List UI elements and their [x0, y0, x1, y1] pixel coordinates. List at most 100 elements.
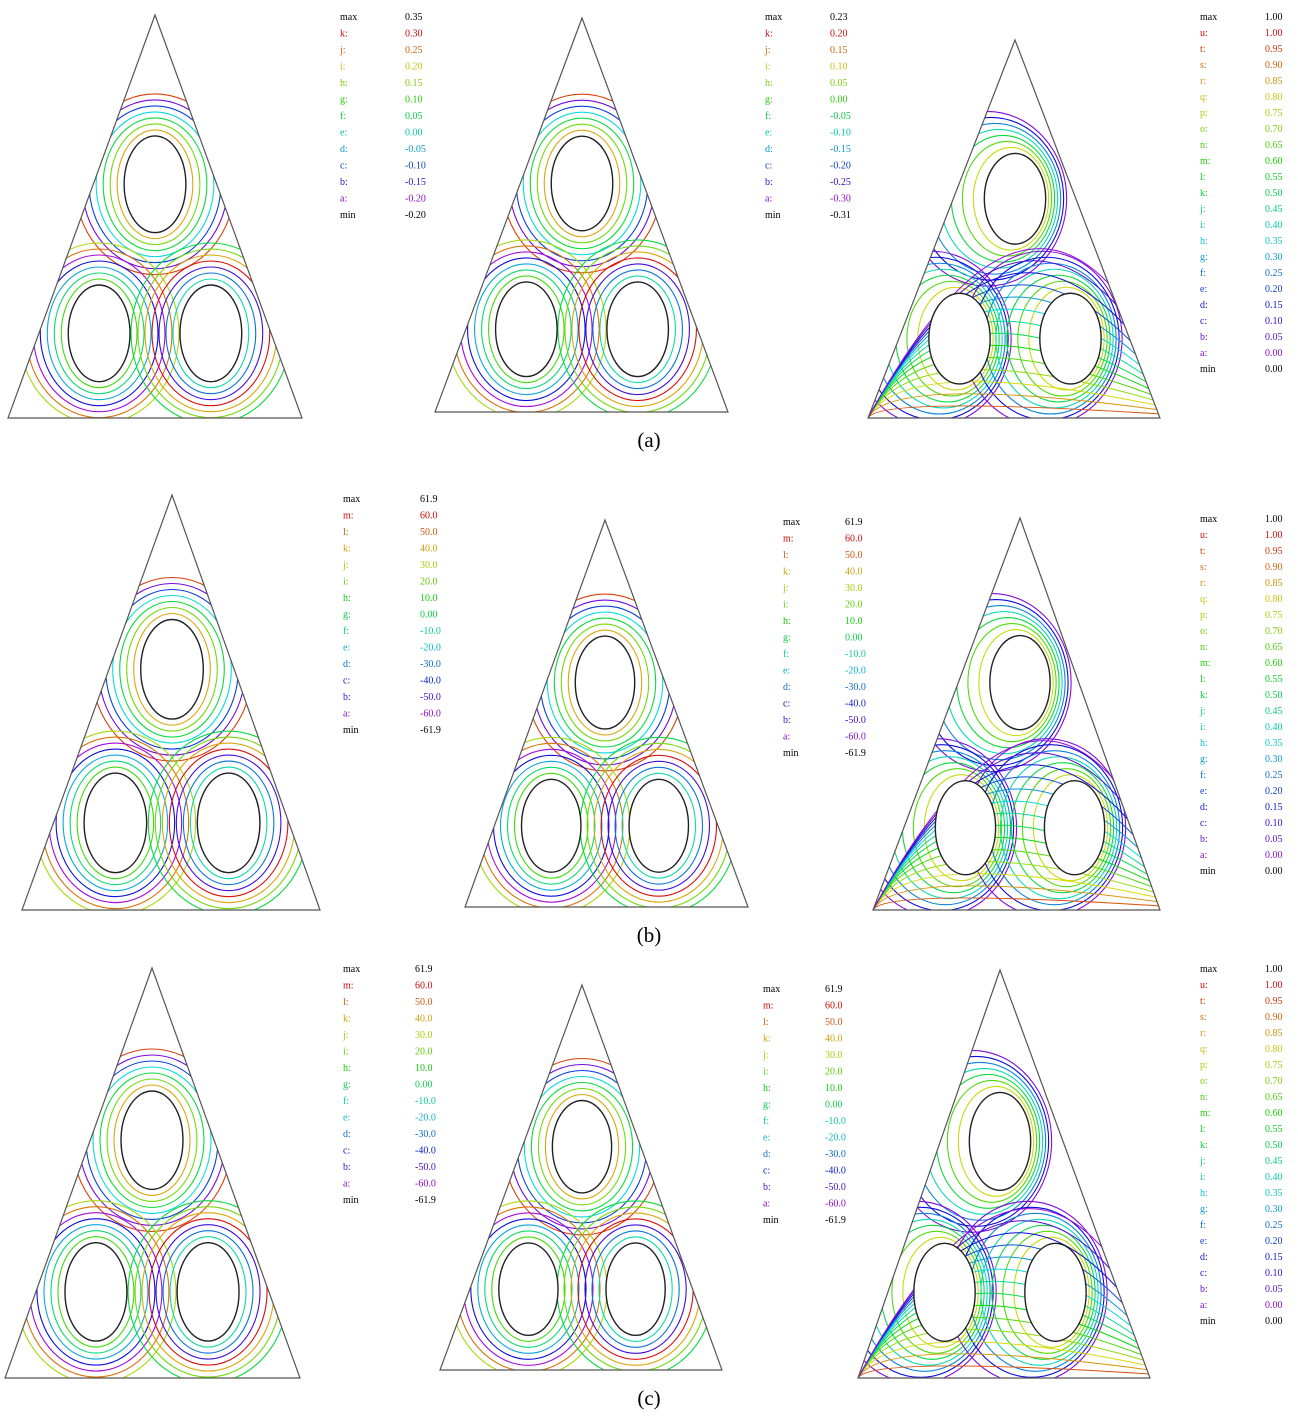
contour-line: [168, 748, 289, 898]
legend-value: -60.0: [415, 1179, 436, 1190]
legend-value: -40.0: [825, 1166, 846, 1177]
legend-key: b:: [1200, 834, 1208, 845]
legend-key: p:: [1200, 1060, 1208, 1071]
contour-line: [53, 272, 145, 395]
legend-value: -0.15: [405, 177, 426, 188]
legend-key: m:: [783, 534, 794, 545]
panel: max 61.9 m: 60.0 l: 50.0 k: 40.0 j: 30.0 i: 20.0 h: 1…: [439, 983, 846, 1371]
legend-value: 0.05: [1265, 1284, 1283, 1295]
legend-key: max: [1200, 514, 1217, 525]
legend-value: 0.60: [1265, 658, 1283, 669]
legend-key: d:: [783, 682, 791, 693]
legend-key: b:: [343, 692, 351, 703]
legend-key: f:: [765, 111, 771, 122]
caption: (c): [637, 1386, 660, 1410]
legend-value: -0.20: [830, 161, 851, 172]
legend-value: 0.15: [830, 45, 848, 56]
contour-line: [36, 1218, 156, 1366]
contour-line: [169, 1236, 247, 1348]
contour-line: [474, 263, 579, 396]
legend-value: 60.0: [845, 534, 863, 545]
contour-line: [165, 272, 257, 395]
legend-value: -60.0: [825, 1199, 846, 1210]
hole: [140, 618, 204, 720]
contour-line: [92, 1066, 212, 1214]
legend-value: -30.0: [845, 682, 866, 693]
legend-key: o:: [1200, 626, 1208, 637]
legend-value: 0.10: [830, 62, 848, 73]
contour-line: [873, 744, 1015, 910]
legend-value: -50.0: [420, 692, 441, 703]
legend-key: a:: [1200, 850, 1207, 861]
legend-key: h:: [763, 1083, 771, 1094]
legend-key: h:: [1200, 1188, 1208, 1199]
legend-key: g:: [343, 1080, 351, 1091]
legend-key: o:: [1200, 124, 1208, 135]
hole: [120, 1090, 184, 1191]
legend-key: min: [765, 210, 781, 221]
contour-line: [43, 1224, 149, 1360]
legend-key: e:: [783, 666, 790, 677]
triangle: [872, 516, 1161, 911]
legend-key: k:: [343, 544, 351, 555]
hole: [123, 135, 187, 234]
legend-key: s:: [1200, 60, 1207, 71]
legend-key: m:: [763, 1001, 774, 1012]
contour-line: [46, 266, 152, 401]
legend-value: -50.0: [825, 1182, 846, 1193]
legend-key: g:: [783, 633, 791, 644]
contours: [449, 1057, 715, 1370]
legend-key: l:: [1200, 674, 1206, 685]
panel: max 61.9 m: 60.0 l: 50.0 k: 40.0 j: 30.0 i: 20.0 h: 1…: [464, 517, 866, 908]
legend-key: b:: [763, 1182, 771, 1193]
legend-key: c:: [1200, 818, 1207, 829]
legend-key: j:: [782, 583, 789, 594]
legend-key: max: [765, 12, 782, 23]
legend-key: g:: [1200, 754, 1208, 765]
legend-value: 0.00: [420, 610, 438, 621]
legend-key: a:: [763, 1199, 770, 1210]
hole: [83, 772, 148, 874]
legend-key: a:: [340, 194, 347, 205]
legend-value: 0.90: [1265, 1012, 1283, 1023]
contours: [446, 93, 718, 412]
legend-key: n:: [1200, 642, 1208, 653]
legend-key: i:: [783, 600, 789, 611]
contour-line: [967, 623, 1057, 743]
legend-value: 10.0: [420, 593, 438, 604]
legend-value: -40.0: [845, 699, 866, 710]
panel: max 61.9 m: 60.0 l: 50.0 k: 40.0 j: 30.0 i: 20.0 h: 1…: [21, 493, 441, 911]
legend-key: j:: [1199, 204, 1206, 215]
legend-key: b:: [1200, 1284, 1208, 1295]
legend-key: u:: [1200, 530, 1208, 541]
legend-value: 50.0: [420, 527, 438, 538]
legend-key: i:: [763, 1067, 769, 1078]
contour-line: [978, 629, 1054, 737]
contour-line: [530, 1081, 634, 1212]
contour-line: [50, 1230, 142, 1354]
legend-value: -20.0: [415, 1113, 436, 1124]
panel: max 0.35 k: 0.30 j: 0.25 i: 0.20 h: 0.15 g: 0.10 f: 0…: [7, 12, 426, 419]
legend-value: 0.10: [1265, 316, 1283, 327]
legend-key: k:: [1200, 1140, 1208, 1151]
legend-key: d:: [765, 144, 773, 155]
contour-line: [607, 760, 711, 891]
legend-key: i:: [765, 62, 771, 73]
legend-value: 20.0: [825, 1067, 843, 1078]
legend-key: max: [343, 494, 360, 505]
legend-value: 1.00: [1265, 12, 1283, 23]
legend-value: 20.0: [420, 577, 438, 588]
legend-key: m:: [343, 981, 354, 992]
legend-value: 20.0: [845, 600, 863, 611]
triangle: [439, 983, 723, 1371]
contour-line: [119, 600, 225, 738]
contour-line: [868, 393, 1160, 418]
legend-value: 0.15: [1265, 300, 1283, 311]
legend-value: -10.0: [420, 626, 441, 637]
hole: [1043, 779, 1106, 876]
contour-line: [148, 1218, 268, 1366]
legend-key: k:: [1200, 188, 1208, 199]
legend-value: 0.00: [415, 1080, 433, 1091]
contour-line: [189, 766, 268, 880]
panel: max 1.00 u: 1.00 t: 0.95 s: 0.90 r: 0.85 q: 0.80 p: 0…: [872, 514, 1283, 911]
